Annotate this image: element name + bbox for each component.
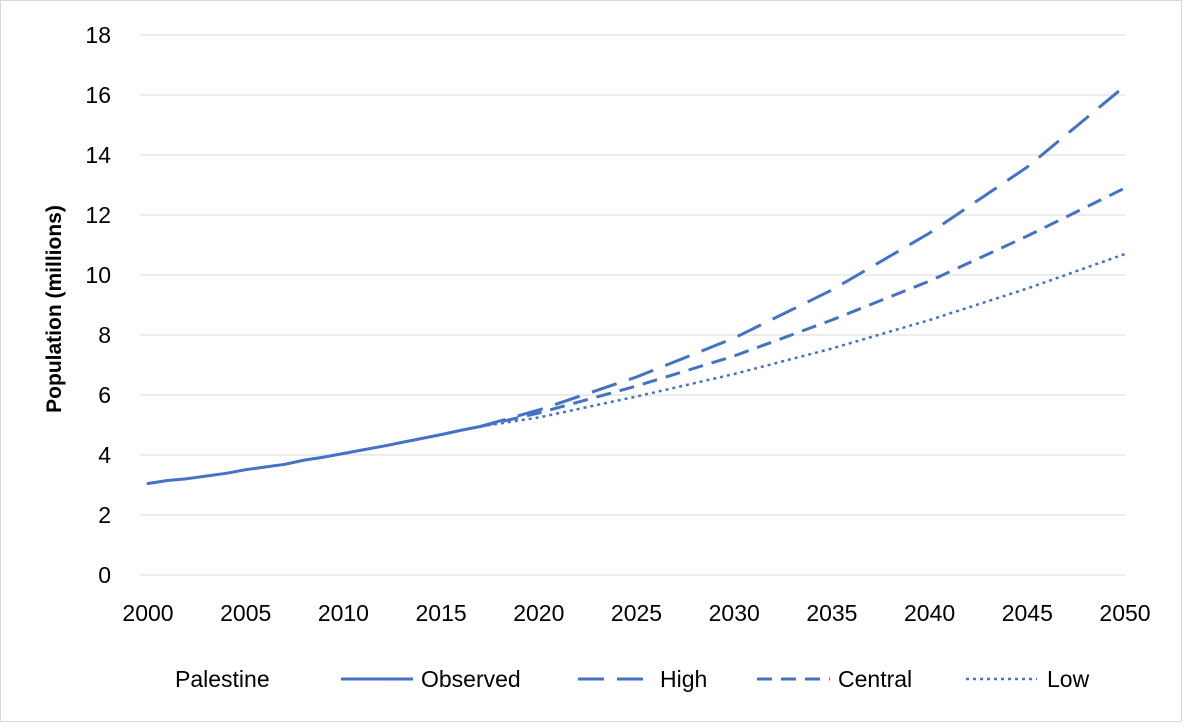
gridlines [140, 34, 1125, 576]
y-tick-label: 16 [85, 82, 111, 108]
x-tick-label: 2045 [1002, 600, 1053, 626]
series-line-central [479, 186, 1126, 428]
y-tick-labels: 0 2 4 6 8 10 12 14 16 18 [85, 22, 111, 588]
legend: Palestine Observed High Central Low [175, 666, 1090, 692]
x-tick-label: 2050 [1099, 600, 1150, 626]
x-tick-label: 2030 [709, 600, 760, 626]
series-line-high [479, 84, 1126, 428]
x-tick-label: 2010 [318, 600, 369, 626]
legend-title: Palestine [175, 666, 270, 692]
legend-label-low: Low [1047, 666, 1090, 692]
y-tick-label: 6 [98, 382, 111, 408]
y-tick-label: 8 [98, 322, 111, 348]
y-tick-label: 2 [98, 502, 111, 528]
x-tick-label: 2000 [122, 600, 173, 626]
y-axis-label: Population (millions) [43, 205, 66, 413]
x-tick-labels: 2000 2005 2010 2015 2020 2025 2030 2035 2040 2045… [122, 600, 1150, 626]
y-tick-label: 18 [85, 22, 111, 48]
legend-label-central: Central [838, 666, 912, 692]
y-tick-label: 0 [98, 562, 111, 588]
x-tick-label: 2015 [416, 600, 467, 626]
x-tick-label: 2005 [220, 600, 271, 626]
x-tick-label: 2040 [904, 600, 955, 626]
y-tick-label: 12 [85, 202, 111, 228]
x-tick-label: 2035 [806, 600, 857, 626]
series-line-low [480, 252, 1126, 428]
x-tick-label: 2020 [513, 600, 564, 626]
y-tick-label: 4 [98, 442, 111, 468]
x-tick-label: 2025 [611, 600, 662, 626]
series-line-observed [146, 425, 482, 485]
legend-label-observed: Observed [421, 666, 521, 692]
y-tick-label: 10 [85, 262, 111, 288]
series-lines [146, 84, 1126, 485]
y-tick-label: 14 [85, 142, 111, 168]
legend-label-high: High [660, 666, 707, 692]
